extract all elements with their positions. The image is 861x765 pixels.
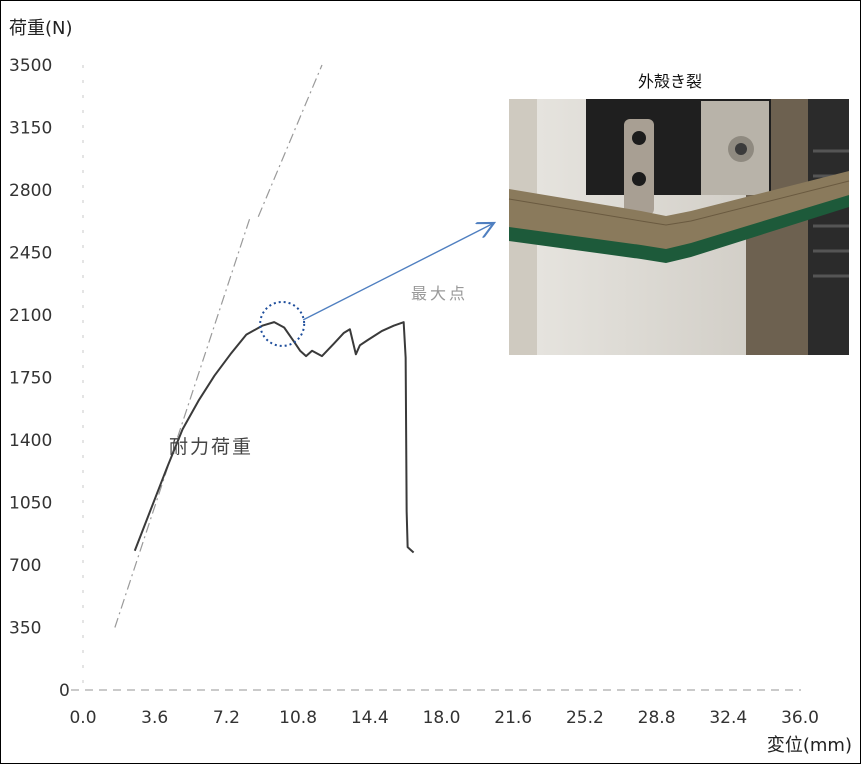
x-tick-label: 3.6 [141, 708, 168, 728]
x-tick-label: 32.4 [709, 708, 747, 728]
y-tick-label: 1050 [9, 494, 52, 514]
callout-arrow [302, 223, 494, 321]
y-tick-label: 2100 [9, 306, 52, 326]
crack-photo [508, 99, 850, 355]
x-tick-label: 28.8 [638, 708, 676, 728]
x-tick-label: 25.2 [566, 708, 604, 728]
y-axis-title: 荷重(N) [9, 18, 73, 39]
x-tick-label: 7.2 [213, 708, 240, 728]
y-tick-label: 1400 [9, 431, 52, 451]
x-tick-label: 18.0 [423, 708, 461, 728]
y-tick-label: 1750 [9, 369, 52, 389]
x-tick-label: 0.0 [69, 708, 96, 728]
x-axis-title: 変位(mm) [767, 735, 852, 756]
y-tick-label: 3150 [9, 119, 52, 139]
y-tick-label: 0 [59, 681, 70, 701]
crack-highlight-circle [259, 300, 306, 347]
reference-lines [114, 64, 323, 628]
series-group [133, 321, 415, 554]
y-tick-label: 350 [9, 619, 41, 639]
y-tick-labels: 0 350 700 1050 1400 1750 2100 2450 2800 3150 3500 [9, 56, 70, 701]
reference-line [114, 216, 251, 628]
y-tick-label: 3500 [9, 56, 52, 76]
x-tick-label: 10.8 [279, 708, 317, 728]
max-point-annotation: 最大点 [411, 284, 468, 303]
proof-load-annotation: 耐力荷重 [169, 436, 253, 458]
load-curve [133, 321, 415, 554]
x-tick-label: 14.4 [351, 708, 389, 728]
y-tick-label: 700 [9, 556, 41, 576]
x-tick-labels: 0.0 3.6 7.2 10.8 14.4 18.0 21.6 25.2 28.8 32.4 36.… [69, 708, 818, 728]
x-tick-label: 36.0 [781, 708, 819, 728]
reference-line [257, 64, 323, 218]
y-tick-label: 2800 [9, 181, 52, 201]
y-tick-label: 2450 [9, 244, 52, 264]
x-tick-label: 21.6 [494, 708, 532, 728]
photo-caption: 外殻き裂 [638, 72, 702, 91]
